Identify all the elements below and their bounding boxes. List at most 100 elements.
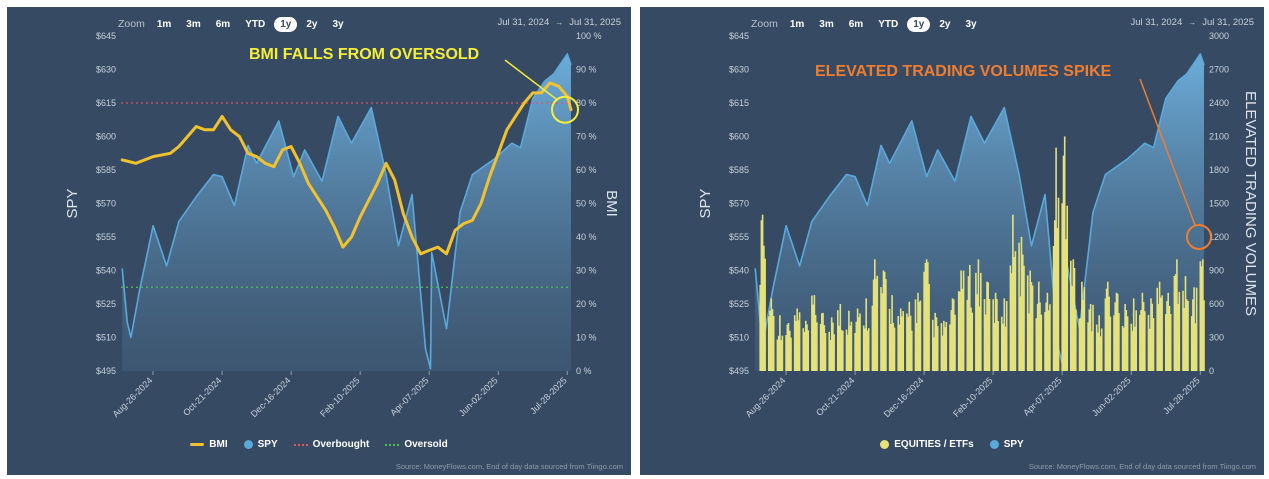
zoom-2y-button[interactable]: 2y <box>939 18 951 30</box>
range-from[interactable]: Jul 31, 2024 <box>1130 17 1183 28</box>
zoom-3y-button[interactable]: 3y <box>332 18 344 30</box>
volume-bar <box>1165 314 1167 371</box>
zoom-1m-button[interactable]: 1m <box>789 18 805 30</box>
volume-bar <box>1144 311 1146 371</box>
volume-bar <box>823 325 826 371</box>
legend-item-bmi[interactable]: BMI <box>190 439 228 450</box>
legend-item-spy[interactable]: SPY <box>243 439 278 450</box>
y2-tick-label: 90 % <box>576 65 597 75</box>
volume-bar <box>907 316 909 371</box>
volume-spy-chart: $645 $630 $615 $600 $585 $570 $555 $540 $525 $510… <box>697 31 1259 419</box>
volume-bar <box>1044 312 1046 371</box>
volume-bar <box>906 313 908 371</box>
volume-bar <box>846 334 849 371</box>
zoom-6m-button[interactable]: 6m <box>848 18 864 30</box>
zoom-3m-button[interactable]: 3m <box>819 18 834 30</box>
volume-bar <box>768 316 770 371</box>
zoom-bar: Zoom 1m 3m 6m YTD 1y 2y 3y <box>118 15 353 33</box>
volume-bar <box>1131 330 1134 371</box>
volume-bar <box>891 295 893 371</box>
volume-bar <box>1046 292 1049 371</box>
volume-bar <box>807 330 809 371</box>
zoom-3y-button[interactable]: 3y <box>965 18 977 30</box>
y-tick-label: $600 <box>729 132 749 142</box>
volume-bar <box>1173 276 1176 371</box>
legend-item-spy[interactable]: SPY <box>989 439 1024 450</box>
range-to[interactable]: Jul 31, 2025 <box>569 17 621 28</box>
volume-bar <box>796 308 798 371</box>
volume-bar <box>1125 310 1128 371</box>
volume-bar <box>829 339 832 371</box>
volume-bar <box>1012 214 1014 371</box>
legend-item-oversold[interactable]: Oversold <box>385 439 448 450</box>
volume-bar <box>966 299 969 371</box>
volume-bar <box>1071 286 1073 371</box>
y-tick-label: $600 <box>96 132 116 142</box>
x-tick-label: Oct-21-2024 <box>814 375 856 417</box>
volume-bar <box>1151 303 1153 371</box>
volume-bar <box>1178 291 1181 371</box>
y2-axis-title: ELEVATED TRADING VOLUMES <box>1242 91 1259 316</box>
annotation-circle <box>1186 224 1212 250</box>
y-tick-label: $630 <box>96 65 116 75</box>
zoom-1y-button[interactable]: 1y <box>274 16 298 32</box>
range-from[interactable]: Jul 31, 2024 <box>497 17 550 28</box>
volume-bar <box>803 332 806 371</box>
volume-bar <box>816 322 818 371</box>
volume-bar <box>950 310 953 371</box>
x-tick-label: Oct-21-2024 <box>181 375 223 417</box>
legend-item-equities[interactable]: EQUITIES / ETFs <box>880 439 974 450</box>
x-tick-label: Jun-02-2025 <box>1090 375 1133 418</box>
volume-bar <box>858 317 860 371</box>
zoom-1m-button[interactable]: 1m <box>156 18 172 30</box>
volume-bar <box>806 324 808 371</box>
volume-bar <box>1009 265 1012 371</box>
zoom-3m-button[interactable]: 3m <box>186 18 201 30</box>
volume-bar <box>760 220 763 371</box>
volume-bar <box>1066 205 1068 371</box>
legend-item-overbought[interactable]: Overbought <box>293 439 369 450</box>
volume-bar <box>1152 318 1155 371</box>
volume-bar <box>927 262 929 371</box>
volume-bar <box>866 330 869 371</box>
volume-bar <box>1002 323 1004 371</box>
volume-bar <box>1031 285 1034 371</box>
y-tick-label: $615 <box>729 98 749 108</box>
volume-bar <box>1019 296 1022 371</box>
volume-bar <box>883 271 886 371</box>
volume-bar <box>959 291 961 371</box>
volume-bar <box>790 337 792 371</box>
volume-bar <box>1014 251 1017 371</box>
volume-bar <box>988 299 991 371</box>
y-tick-label: $555 <box>729 232 749 242</box>
volume-bar <box>1095 324 1098 371</box>
volume-bar <box>822 312 824 371</box>
volume-bar <box>1055 147 1057 371</box>
volume-bar <box>769 310 771 371</box>
volume-bar <box>1083 287 1086 371</box>
y-tick-label: $645 <box>729 31 749 41</box>
volume-bar <box>936 326 939 371</box>
zoom-6m-button[interactable]: 6m <box>215 18 231 30</box>
volume-bar <box>1199 261 1202 371</box>
volume-bar <box>819 324 822 371</box>
volume-bar <box>1097 332 1099 371</box>
volume-bar <box>856 308 859 371</box>
y-tick-label: $540 <box>96 266 116 276</box>
zoom-ytd-button[interactable]: YTD <box>245 18 266 30</box>
volume-bar <box>840 329 843 371</box>
volume-bar <box>1039 302 1041 371</box>
zoom-label: Zoom <box>751 18 778 30</box>
volume-bar <box>1169 314 1172 371</box>
volume-bar <box>812 304 814 371</box>
volume-bar <box>985 314 987 371</box>
date-range: Jul 31, 2024 → Jul 31, 2025 <box>497 17 621 28</box>
y-tick-label: $525 <box>96 299 116 309</box>
volume-bar <box>813 295 816 371</box>
zoom-2y-button[interactable]: 2y <box>306 18 318 30</box>
zoom-1y-button[interactable]: 1y <box>907 16 931 32</box>
volume-bar <box>1108 296 1110 371</box>
range-to[interactable]: Jul 31, 2025 <box>1202 17 1254 28</box>
zoom-ytd-button[interactable]: YTD <box>878 18 899 30</box>
y-tick-label: $495 <box>729 366 749 376</box>
